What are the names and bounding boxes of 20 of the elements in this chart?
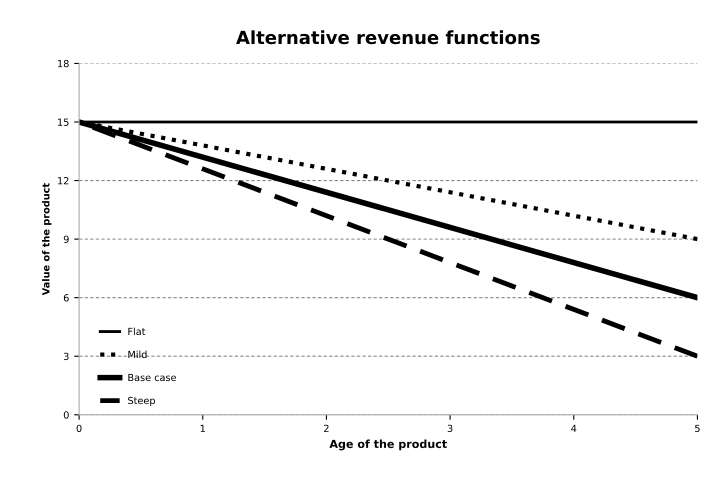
chart-title: Alternative revenue functions	[236, 30, 540, 44]
y-tick-label: 18	[58, 60, 69, 68]
y-tick-label: 12	[58, 177, 68, 184]
y-tick-label: 3	[64, 352, 69, 360]
y-tick-label: 6	[64, 294, 69, 302]
y-axis-title: Value of the product	[42, 183, 52, 296]
y-tick-label: 9	[64, 236, 69, 243]
y-tick-label: 15	[58, 118, 69, 126]
legend-label: Flat	[128, 328, 146, 336]
x-tick-label: 5	[695, 424, 700, 432]
x-tick-label: 0	[76, 424, 82, 432]
x-tick-label: 3	[448, 424, 452, 432]
legend-label: Base case	[128, 374, 176, 382]
y-tick-label: 0	[64, 411, 69, 419]
legend-label: Steep	[128, 396, 156, 406]
x-tick-label: 2	[324, 424, 329, 432]
legend-label: Mild	[128, 350, 147, 358]
x-tick-label: 1	[200, 424, 205, 432]
x-tick-label: 4	[571, 424, 576, 432]
x-axis-title: Age of the product	[329, 439, 447, 450]
